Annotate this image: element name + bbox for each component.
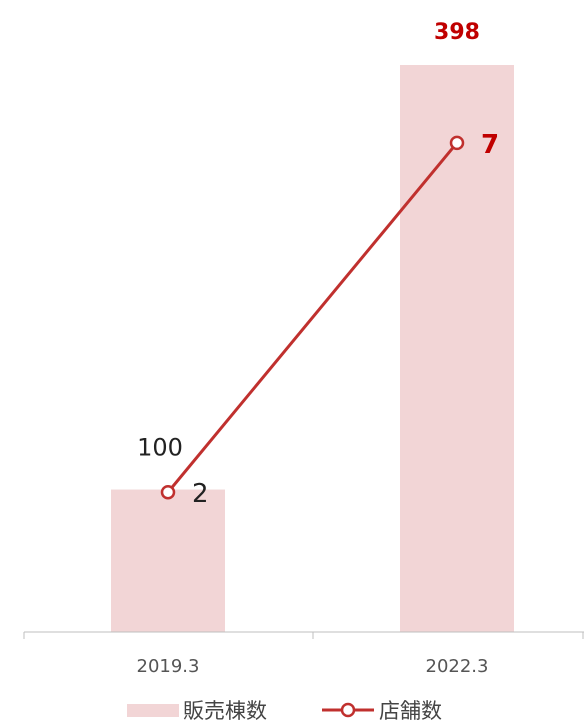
legend-label-bar: 販売棟数 <box>183 699 267 723</box>
x-tick-label-2019.3: 2019.3 <box>137 656 200 677</box>
legend-item-bar[interactable]: 販売棟数 <box>127 697 267 723</box>
line-value-label: 7 <box>481 130 499 160</box>
bar-2019.3 <box>111 489 225 632</box>
line-value-label: 2 <box>192 479 209 509</box>
legend: 販売棟数 店舗数 <box>0 697 584 725</box>
bar-2022.3 <box>400 65 514 632</box>
bar-value-label: 398 <box>434 20 480 45</box>
line-point-2019.3 <box>160 484 176 500</box>
legend-line-swatch <box>322 702 374 718</box>
line-store-count <box>166 141 459 494</box>
legend-item-line[interactable]: 店舗数 <box>321 697 442 723</box>
legend-label-line: 店舗数 <box>379 699 442 723</box>
line-point-2022.3 <box>449 135 465 151</box>
bar-value-label: 100 <box>137 434 183 462</box>
legend-bar-swatch <box>127 703 179 717</box>
x-tick-label-2022.3: 2022.3 <box>426 656 489 677</box>
